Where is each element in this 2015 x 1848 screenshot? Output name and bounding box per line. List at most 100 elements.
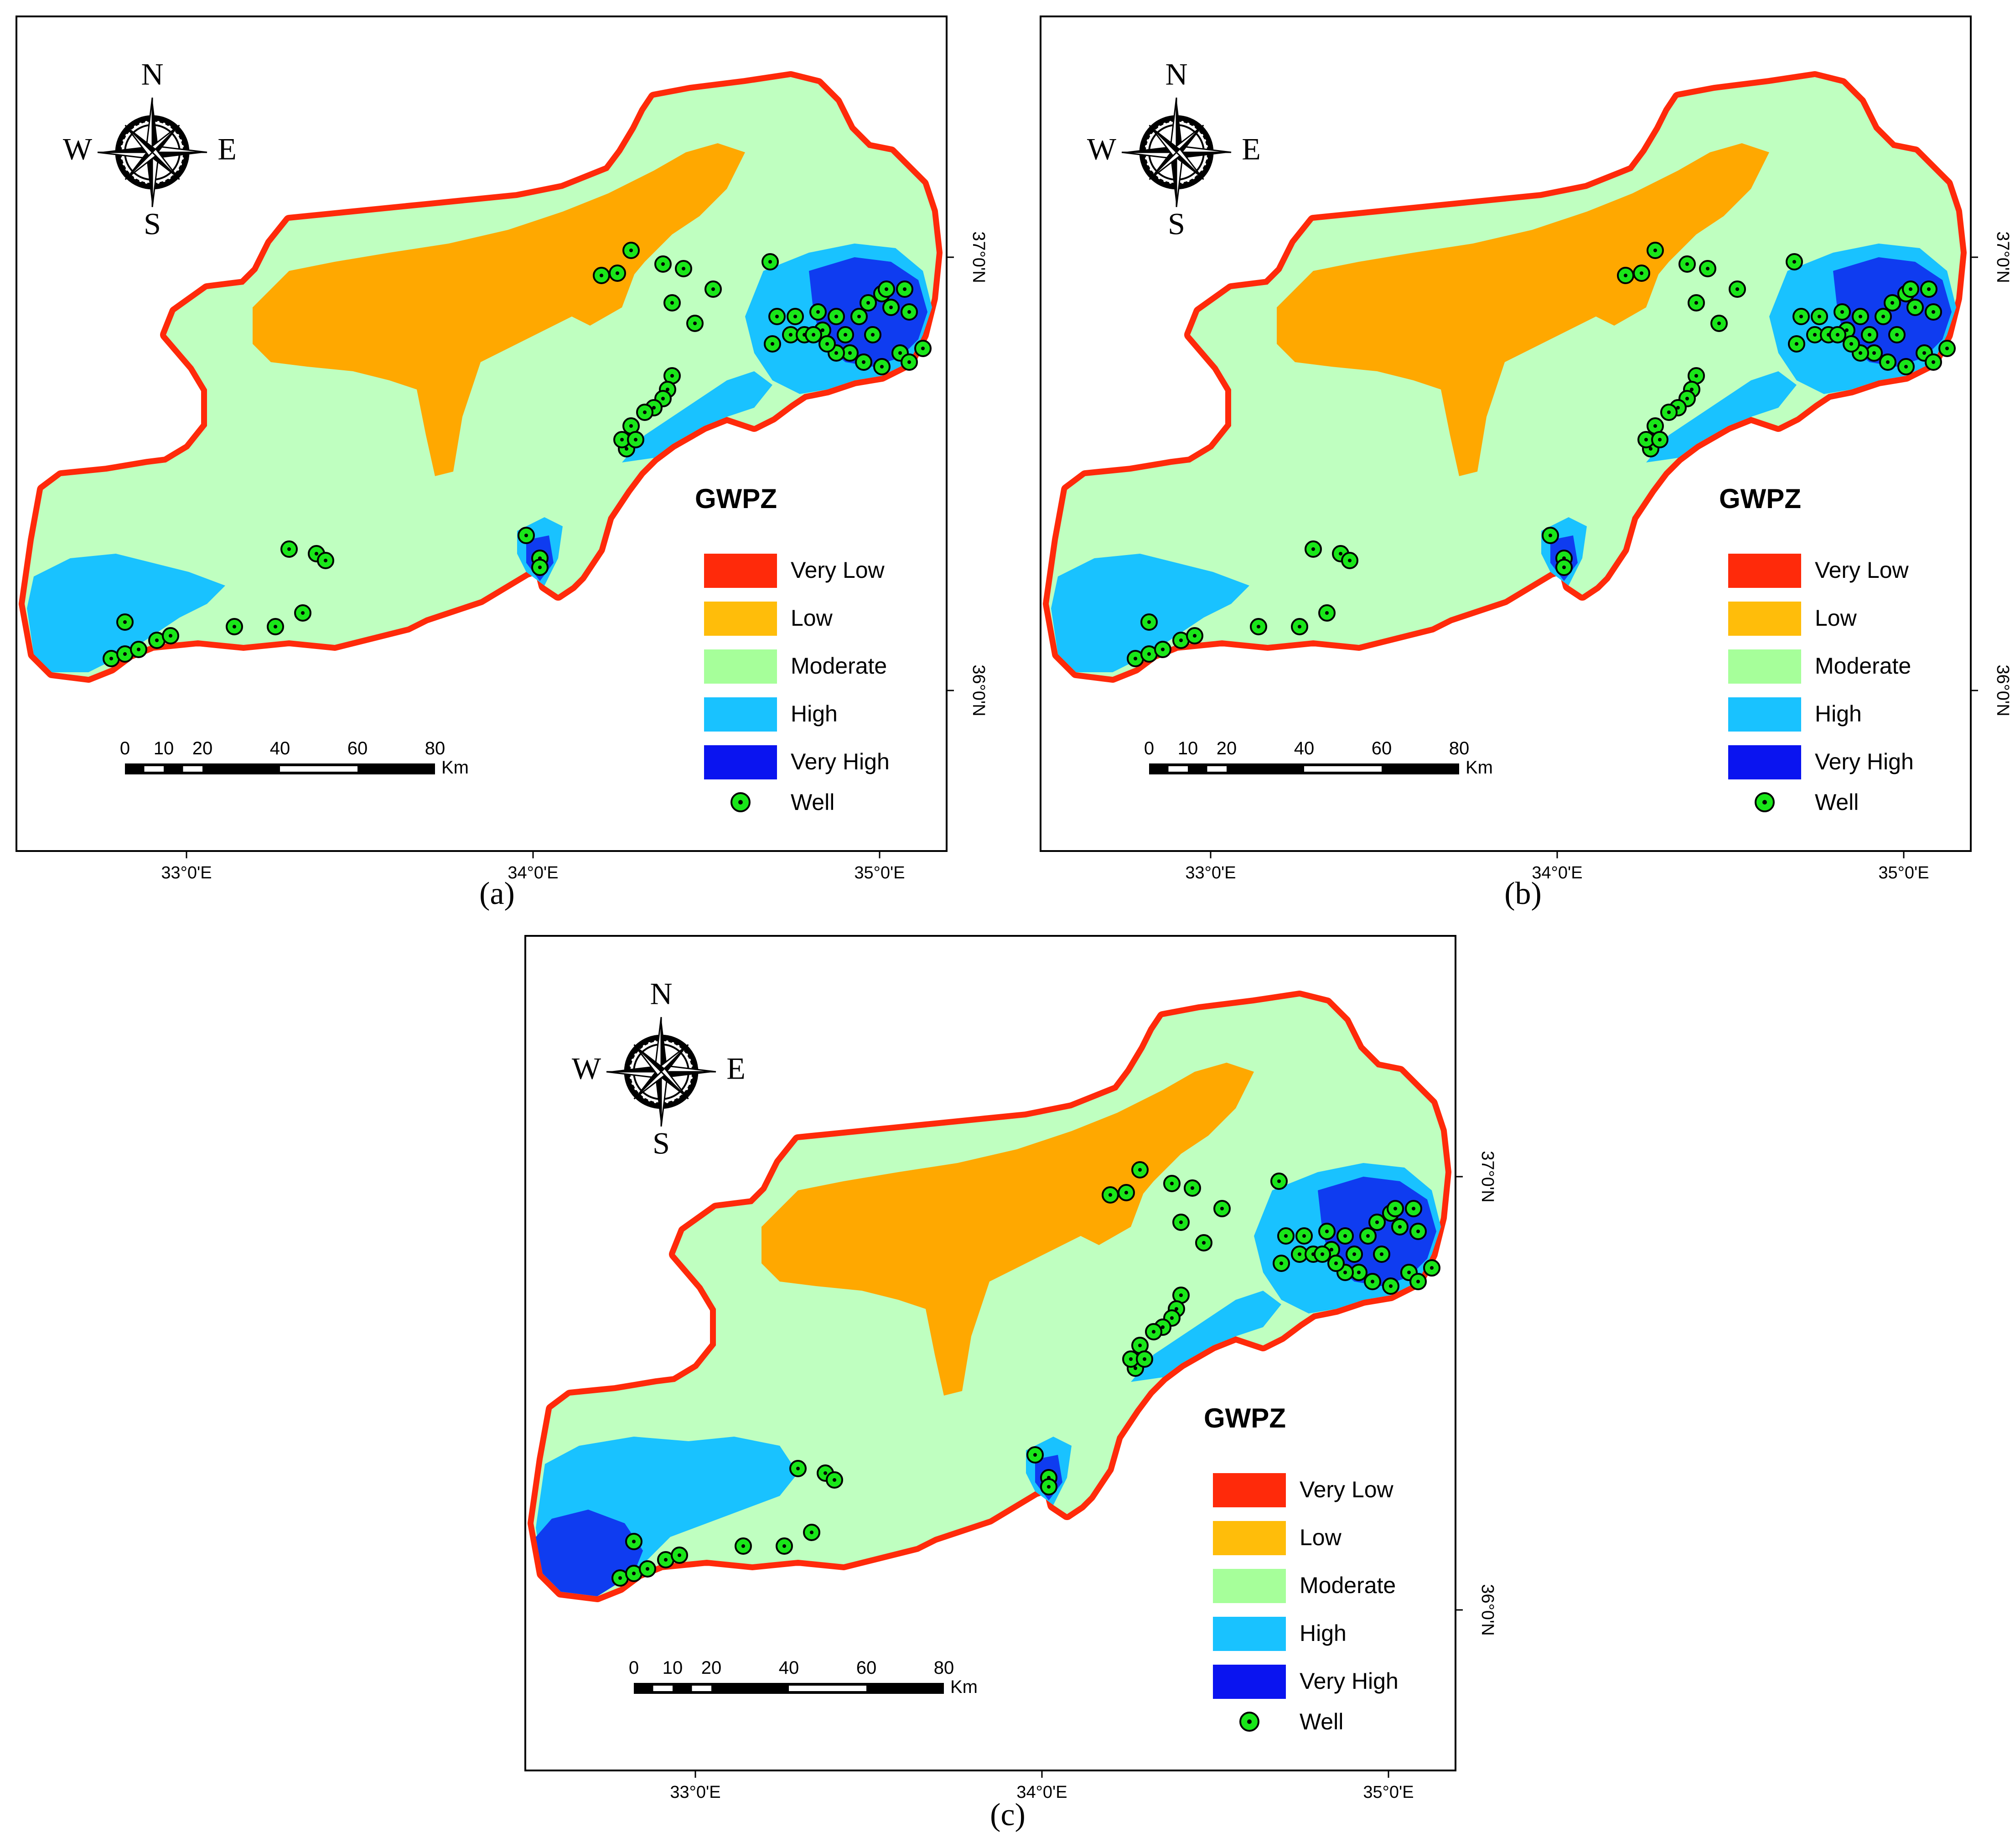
- well-marker: [826, 1471, 843, 1489]
- zone-low: [253, 143, 745, 476]
- well-marker: [663, 294, 681, 311]
- legend-label-well: Well: [1300, 1709, 1343, 1734]
- well-marker: [1172, 1214, 1190, 1231]
- well-marker: [1026, 1446, 1044, 1464]
- well-marker: [776, 1537, 793, 1555]
- scale-tick-label: 60: [1372, 738, 1392, 758]
- legend-swatch: [1213, 1569, 1286, 1603]
- well-marker: [609, 265, 626, 282]
- well-marker: [1792, 308, 1810, 325]
- well-marker: [1660, 404, 1678, 421]
- legend: GWPZ Very Low Low Moderate High Very High Well: [1719, 483, 1914, 815]
- well-marker: [1373, 1246, 1390, 1263]
- legend-label: Low: [1300, 1525, 1342, 1550]
- well-marker: [864, 326, 881, 343]
- x-axis-label: 33°0'E: [670, 1783, 720, 1802]
- legend-swatch: [1728, 554, 1801, 588]
- scale-tick-label: 80: [425, 738, 445, 758]
- scale-tick-label: 0: [120, 738, 130, 758]
- legend-swatch: [1728, 745, 1801, 779]
- well-marker: [873, 358, 891, 375]
- well-marker: [1213, 1200, 1231, 1217]
- well-marker: [1195, 1234, 1212, 1251]
- zone-moderate: [1049, 77, 1961, 677]
- well-marker: [828, 308, 845, 325]
- well-marker: [1884, 294, 1901, 311]
- well-marker: [1131, 1161, 1149, 1178]
- well-marker: [855, 353, 872, 371]
- well-marker: [636, 404, 653, 421]
- panel-caption-b: (b): [1504, 876, 1542, 911]
- compass-label-n: N: [650, 976, 672, 1011]
- well-marker: [805, 326, 822, 343]
- legend-swatch: [1213, 1617, 1286, 1651]
- well-marker: [1888, 326, 1906, 343]
- legend-label: Very Low: [1815, 557, 1909, 583]
- well-marker: [896, 280, 913, 298]
- well-marker: [1250, 618, 1267, 635]
- legend-label: High: [791, 701, 838, 727]
- well-marker: [764, 335, 781, 353]
- well-marker: [914, 340, 932, 357]
- well-marker: [735, 1537, 752, 1555]
- x-axis-label: 33°0'E: [161, 863, 212, 882]
- compass-label-w: W: [63, 132, 93, 166]
- well-marker: [1920, 280, 1937, 298]
- y-axis-label: 37°0'N: [1993, 231, 2012, 283]
- well-marker: [1542, 527, 1559, 544]
- legend-title: GWPZ: [695, 483, 777, 514]
- well-marker: [1409, 1273, 1427, 1290]
- well-marker: [1154, 641, 1171, 658]
- well-marker: [280, 540, 298, 558]
- zone-high-southwest: [27, 554, 225, 672]
- map-panel-b: N S E W GWPZ Very Low Low Moderate High Very High…: [1040, 16, 2012, 882]
- map-panel-c: N S E W GWPZ Very Low Low Moderate High Very High…: [524, 935, 1497, 1802]
- well-marker: [1136, 1350, 1153, 1368]
- well-marker: [1699, 260, 1716, 277]
- legend-well-icon: [730, 792, 751, 812]
- well-marker: [1729, 280, 1746, 298]
- legend-label: Moderate: [791, 653, 887, 679]
- well-marker: [639, 1560, 656, 1578]
- legend-title: GWPZ: [1204, 1403, 1286, 1433]
- zone-low: [1277, 143, 1769, 476]
- well-marker: [1118, 1184, 1135, 1201]
- well-marker: [1788, 335, 1805, 353]
- legend-label: Moderate: [1815, 653, 1911, 679]
- legend-well-icon: [1755, 792, 1775, 812]
- scale-tick-label: 40: [779, 1658, 799, 1678]
- well-marker: [1925, 303, 1942, 321]
- scale-tick-label: 40: [270, 738, 290, 758]
- compass-label-n: N: [141, 57, 163, 92]
- scale-unit: Km: [1466, 758, 1493, 778]
- x-axis-label: 35°0'E: [1363, 1783, 1414, 1802]
- well-marker: [116, 645, 134, 663]
- well-marker: [1145, 1323, 1162, 1340]
- well-marker: [1651, 431, 1668, 448]
- well-marker: [130, 641, 147, 658]
- scale-tick-label: 20: [192, 738, 213, 758]
- well-marker: [882, 299, 900, 316]
- legend-swatch: [1728, 697, 1801, 732]
- well-marker: [627, 431, 644, 448]
- well-marker: [1273, 1255, 1290, 1272]
- compass-rose-icon: N S E W: [63, 57, 237, 241]
- compass-label-s: S: [1168, 207, 1185, 241]
- legend: GWPZ Very Low Low Moderate High Very High Well: [695, 483, 890, 815]
- well-marker: [1364, 1273, 1381, 1290]
- well-marker: [1852, 308, 1869, 325]
- x-axis-label: 35°0'E: [854, 863, 905, 882]
- well-marker: [803, 1524, 820, 1541]
- compass-label-s: S: [144, 207, 161, 241]
- well-marker: [1633, 265, 1650, 282]
- panel-caption-a: (a): [479, 876, 515, 911]
- zone-high-southwest: [1051, 554, 1249, 672]
- well-marker: [1368, 1214, 1386, 1231]
- well-marker: [1938, 340, 1956, 357]
- compass-label-e: E: [1242, 132, 1261, 166]
- legend-label: High: [1815, 701, 1862, 727]
- well-marker: [103, 650, 120, 667]
- well-marker: [518, 527, 535, 544]
- panel-caption-c: (c): [990, 1797, 1026, 1832]
- well-marker: [622, 242, 640, 259]
